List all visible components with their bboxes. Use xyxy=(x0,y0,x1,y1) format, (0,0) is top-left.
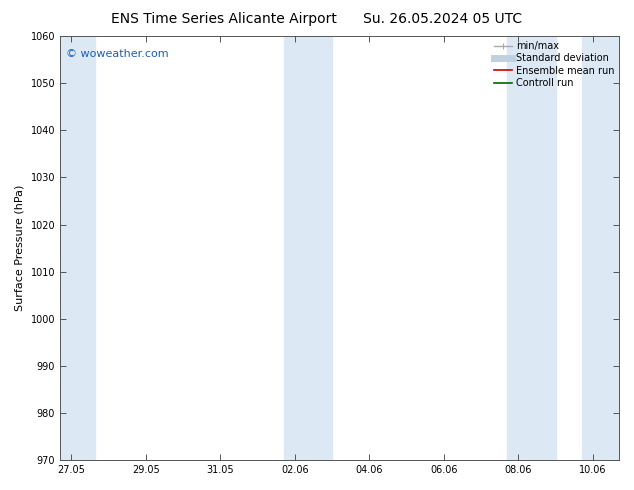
Bar xyxy=(283,36,332,460)
Text: ENS Time Series Alicante Airport      Su. 26.05.2024 05 UTC: ENS Time Series Alicante Airport Su. 26.… xyxy=(112,12,522,26)
Bar xyxy=(60,36,96,460)
Y-axis label: Surface Pressure (hPa): Surface Pressure (hPa) xyxy=(15,185,25,311)
Legend: min/max, Standard deviation, Ensemble mean run, Controll run: min/max, Standard deviation, Ensemble me… xyxy=(493,39,616,90)
Bar xyxy=(582,36,619,460)
Text: © woweather.com: © woweather.com xyxy=(66,49,168,59)
Bar xyxy=(507,36,555,460)
